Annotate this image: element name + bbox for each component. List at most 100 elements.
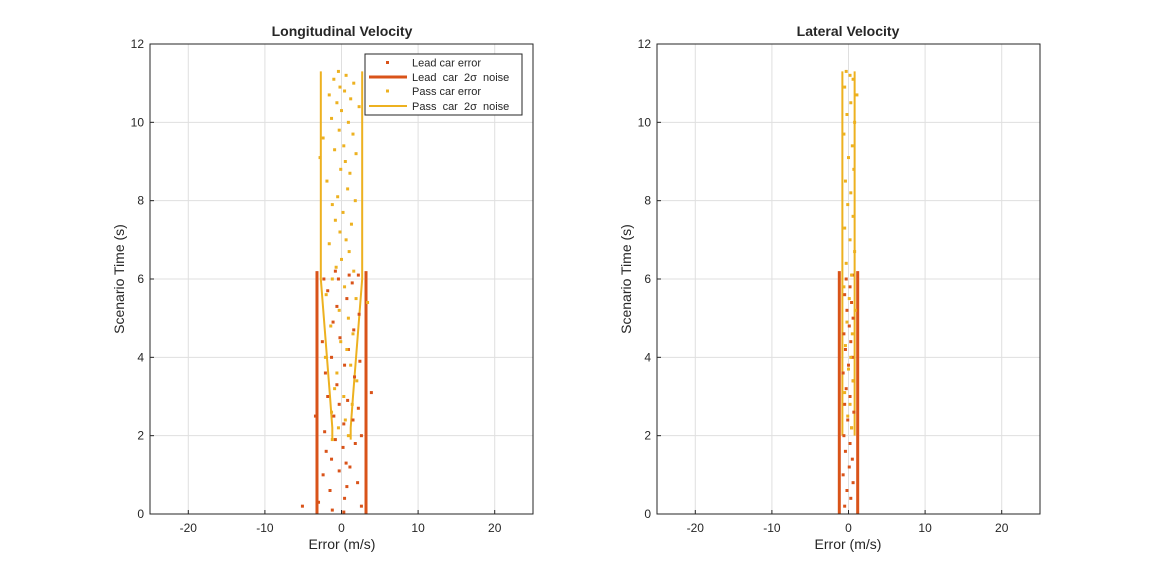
pass-error-point <box>848 238 852 242</box>
x-tick-label: -20 <box>180 521 198 535</box>
lead-error-point <box>328 489 332 492</box>
pass-error-point <box>334 265 338 269</box>
lead-error-point <box>343 363 347 367</box>
longitudinal-velocity-axes: Longitudinal Velocity -20 -10 0 10 20 0 2 4 6 8 10… <box>111 23 534 552</box>
pass-error-point <box>342 395 346 398</box>
lead-error-point <box>335 383 339 387</box>
tick-labels: -20 -10 0 10 20 0 2 4 6 8 10 12 <box>638 37 1009 535</box>
lead-error-point <box>337 402 341 406</box>
lead-error-point <box>320 340 324 344</box>
legend-marker-pass-error <box>386 89 389 93</box>
y-tick-label: 10 <box>638 115 652 129</box>
y-tick-label: 12 <box>638 37 652 51</box>
pass-error-point <box>349 363 353 367</box>
pass-error-point <box>337 308 341 312</box>
noise-bands <box>837 71 860 514</box>
lead-error-point <box>345 297 349 301</box>
legend-entry: Pass car 2σ noise <box>412 101 509 113</box>
y-tick-label: 10 <box>131 115 145 129</box>
x-tick-label: -20 <box>687 521 705 535</box>
pass-error-point <box>324 293 328 297</box>
pass-error-point <box>333 218 337 222</box>
lead-error-point <box>357 312 361 316</box>
legend: Lead car error Lead car 2σ noise Pass ca… <box>364 53 523 116</box>
x-axis-label: Error (m/s) <box>309 536 376 552</box>
pass-error-point <box>343 160 347 163</box>
pass-error-point <box>336 426 340 430</box>
pass-error-point <box>353 199 357 203</box>
lead-error-point <box>358 359 362 363</box>
pass-error-point <box>351 332 355 336</box>
pass-error-point <box>846 414 850 418</box>
y-tick-label: 4 <box>644 350 651 364</box>
lead-error-point <box>300 504 304 508</box>
lead-error-point <box>847 324 851 328</box>
noise-bands <box>315 71 368 514</box>
y-axis-label: Scenario Time (s) <box>111 224 127 334</box>
pass-error-point <box>847 367 850 371</box>
lead-error-point <box>842 332 846 336</box>
lead-error-point <box>849 340 853 344</box>
pass-error-point <box>351 132 355 136</box>
x-axis-label: Error (m/s) <box>815 536 882 552</box>
lead-error-point <box>359 504 363 508</box>
pass-error-point <box>849 355 853 359</box>
pass-error-point <box>843 85 847 89</box>
pass-error-point <box>330 116 334 120</box>
lead-error-point <box>846 418 850 422</box>
pass-error-point <box>321 136 325 140</box>
pass-error-point <box>330 203 334 207</box>
lead-error-point <box>369 391 373 395</box>
pass-error-point <box>343 418 347 422</box>
lead-error-point <box>342 510 346 514</box>
lead-error-point <box>326 289 330 293</box>
y-tick-label: 0 <box>644 507 651 521</box>
pass-error-point <box>847 156 850 160</box>
tick-labels: -20 -10 0 10 20 0 2 4 6 8 10 12 <box>131 37 502 535</box>
legend-marker-lead-error <box>386 61 389 64</box>
lead-error-point <box>353 375 357 379</box>
pass-error-point <box>341 210 345 214</box>
y-tick-label: 8 <box>137 194 144 208</box>
lead-error-point <box>353 442 357 445</box>
x-tick-label: -10 <box>256 521 274 535</box>
pass-error-point <box>843 344 847 348</box>
lead-error-point <box>842 434 846 438</box>
pass-error-point <box>336 69 340 73</box>
pass-error-point <box>346 316 350 320</box>
lead-error-point <box>352 328 356 332</box>
lead-error-point <box>351 418 355 422</box>
pass-error-point <box>343 89 347 93</box>
x-tick-label: -10 <box>763 521 781 535</box>
y-tick-label: 6 <box>644 272 651 286</box>
pass-error-point <box>844 69 848 73</box>
x-tick-label: 20 <box>995 521 1009 535</box>
lead-error-point <box>348 465 352 469</box>
lead-error-point <box>317 500 321 504</box>
pass-error-point <box>843 179 847 183</box>
pass-error-point <box>339 167 343 171</box>
x-tick-label: 0 <box>338 521 345 535</box>
chart-title: Longitudinal Velocity <box>272 23 413 39</box>
lead-error-point <box>843 504 847 508</box>
lead-error-point <box>356 481 360 485</box>
pass-error-point <box>849 191 853 195</box>
lead-error-point <box>848 285 852 289</box>
pass-error-point <box>342 144 346 148</box>
lead-error-point <box>342 422 346 426</box>
pass-error-point <box>340 257 343 261</box>
pass-error-point <box>853 250 857 254</box>
lead-error-point <box>843 449 847 453</box>
pass-error-point <box>855 93 859 97</box>
pass-error-point <box>333 148 337 152</box>
lead-error-point <box>326 395 330 398</box>
lead-error-point <box>356 406 360 410</box>
lead-error-point <box>313 414 317 418</box>
lead-error-point <box>331 320 335 324</box>
x-tick-label: 10 <box>411 521 425 535</box>
y-tick-label: 12 <box>131 37 145 51</box>
pass-error-point <box>345 348 349 351</box>
pass-error-point <box>327 242 331 246</box>
